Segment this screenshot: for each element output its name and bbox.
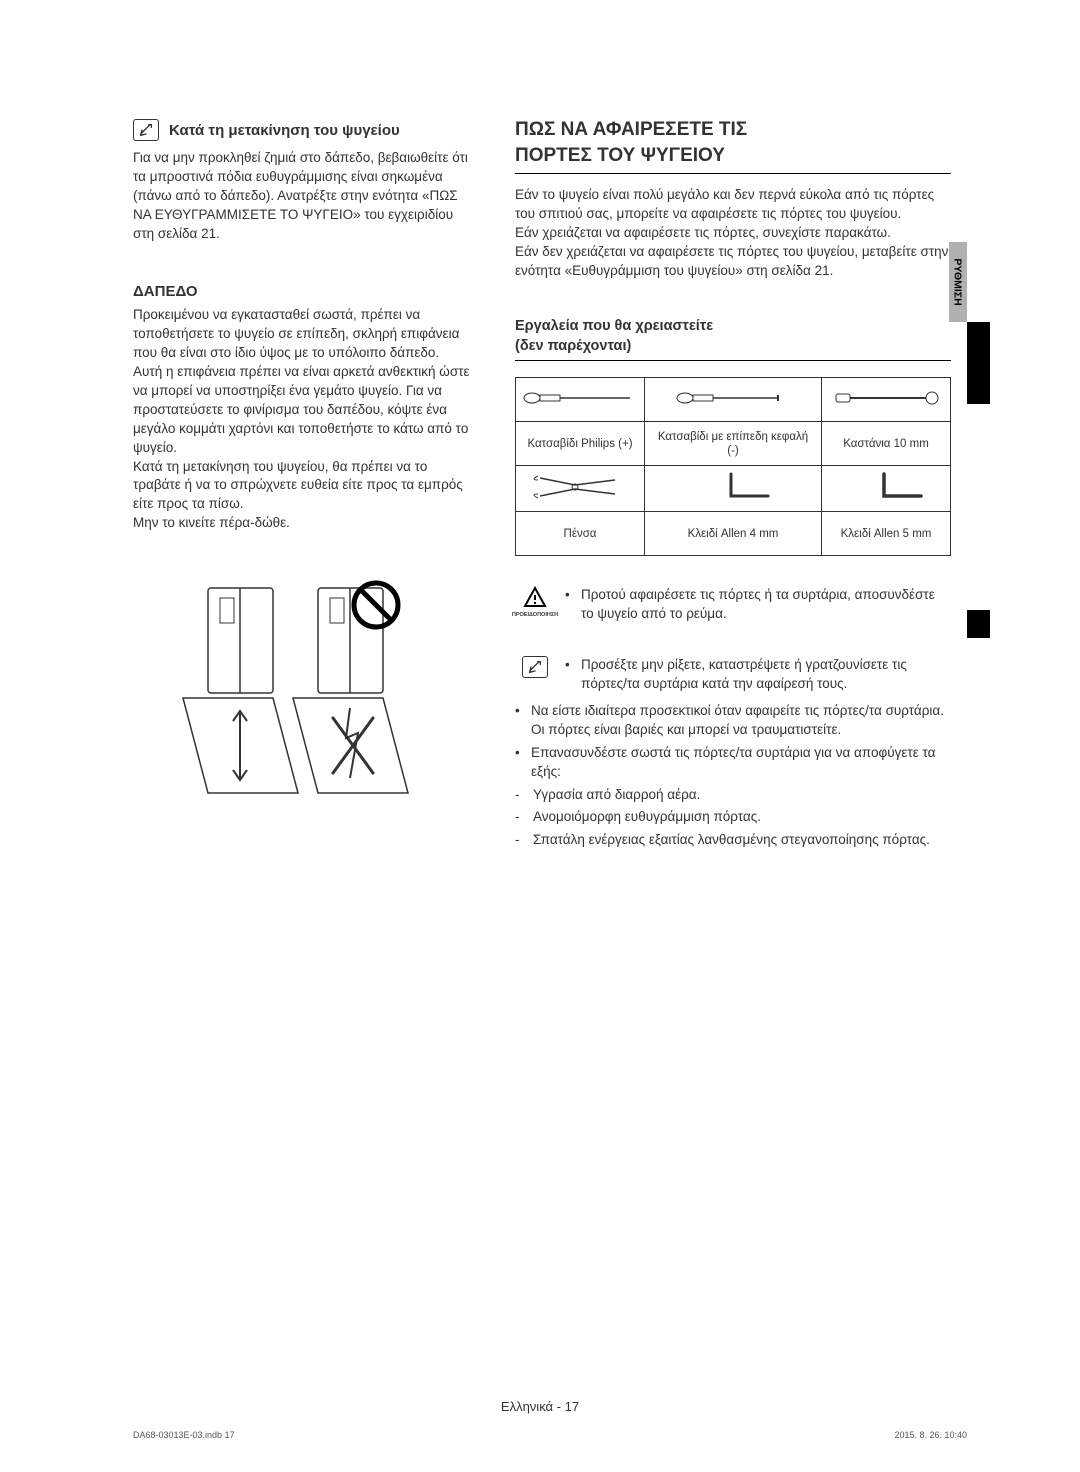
warning-row: ΠΡΟΕΙΔΟΠΟΙΗΣΗ Προτού αφαιρέσετε τις πόρτ… xyxy=(515,586,951,628)
tool-image-wrench xyxy=(822,378,951,422)
moving-body: Για να μην προκληθεί ζημιά στο δάπεδο, β… xyxy=(133,149,473,243)
footer-meta-right: 2015. 8. 26. 10:40 xyxy=(894,1430,967,1440)
additional-bullets: Να είστε ιδιαίτερα προσεκτικοί όταν αφαι… xyxy=(515,702,951,782)
moving-heading-row: Κατά τη μετακίνηση του ψυγείου xyxy=(133,119,473,141)
warning-bullet: Προτού αφαιρέσετε τις πόρτες ή τα συρτάρ… xyxy=(565,586,951,624)
side-tab: ΡΥΘΜΙΣΗ xyxy=(949,242,967,322)
tools-heading-line2: (δεν παρέχονται) xyxy=(515,338,951,354)
tool-label-pliers: Πένσα xyxy=(516,512,645,556)
tool-label-flathead: Κατσαβίδι με επίπεδη κεφαλή (-) xyxy=(645,422,822,466)
dash-list: Υγρασία από διαρροή αέρα. Ανομοιόμορφη ε… xyxy=(515,786,951,851)
warning-icon-col: ΠΡΟΕΙΔΟΠΟΙΗΣΗ xyxy=(515,586,555,618)
bullet-3: Επανασυνδέστε σωστά τις πόρτες/τα συρτάρ… xyxy=(515,744,951,782)
footer-meta-left: DA68-03013E-03.indb 17 xyxy=(133,1430,235,1440)
side-tab-text: ΡΥΘΜΙΣΗ xyxy=(952,258,964,305)
page-footer: Ελληνικά - 17 xyxy=(0,1399,1080,1414)
footer-meta: DA68-03013E-03.indb 17 2015. 8. 26. 10:4… xyxy=(133,1430,967,1440)
note-icon-2 xyxy=(522,656,548,678)
tool-label-philips: Κατσαβίδι Philips (+) xyxy=(516,422,645,466)
left-column: Κατά τη μετακίνηση του ψυγείου Για να μη… xyxy=(133,119,473,854)
moving-heading: Κατά τη μετακίνηση του ψυγείου xyxy=(169,122,400,139)
tool-label-allen4: Κλειδί Allen 4 mm xyxy=(645,512,822,556)
floor-body: Προκειμένου να εγκατασταθεί σωστά, πρέπε… xyxy=(133,306,473,533)
side-tab-black-2 xyxy=(967,610,990,638)
dash-3: Σπατάλη ενέργειας εξαιτίας λανθασμένης σ… xyxy=(515,831,951,850)
note-bullet-1: Προσέξτε μην ρίξετε, καταστρέψετε ή γρατ… xyxy=(565,656,951,694)
tool-image-allen5 xyxy=(822,466,951,512)
tools-underline xyxy=(515,360,951,361)
dash-2: Ανομοιόμορφη ευθυγράμμιση πόρτας. xyxy=(515,808,951,827)
floor-heading: ΔΑΠΕΔΟ xyxy=(133,283,473,300)
dash-1: Υγρασία από διαρροή αέρα. xyxy=(515,786,951,805)
right-column: ΠΩΣ ΝΑ ΑΦΑΙΡΕΣΕΤΕ ΤΙΣ ΠΟΡΤΕΣ ΤΟΥ ΨΥΓΕΙΟΥ… xyxy=(501,119,951,854)
bullet-2: Να είστε ιδιαίτερα προσεκτικοί όταν αφαι… xyxy=(515,702,951,740)
note-row: Προσέξτε μην ρίξετε, καταστρέψετε ή γρατ… xyxy=(515,656,951,698)
note-icon xyxy=(133,119,159,141)
note-bullet-list: Προσέξτε μην ρίξετε, καταστρέψετε ή γρατ… xyxy=(565,656,951,694)
tool-image-flathead xyxy=(645,378,822,422)
heading-underline xyxy=(515,173,951,174)
warning-bullet-list: Προτού αφαιρέσετε τις πόρτες ή τα συρτάρ… xyxy=(565,586,951,628)
side-tab-black-1 xyxy=(967,322,990,404)
tool-label-allen5: Κλειδί Allen 5 mm xyxy=(822,512,951,556)
tool-image-pliers xyxy=(516,466,645,512)
tool-image-philips xyxy=(516,378,645,422)
remove-heading-line1: ΠΩΣ ΝΑ ΑΦΑΙΡΕΣΕΤΕ ΤΙΣ xyxy=(515,119,951,141)
tools-heading-line1: Εργαλεία που θα χρειαστείτε xyxy=(515,318,951,334)
remove-heading-line2: ΠΟΡΤΕΣ ΤΟΥ ΨΥΓΕΙΟΥ xyxy=(515,145,951,167)
tool-label-wrench: Καστάνια 10 mm xyxy=(822,422,951,466)
warning-triangle-icon xyxy=(523,586,547,610)
remove-body: Εάν το ψυγείο είναι πολύ μεγάλο και δεν … xyxy=(515,186,951,280)
tool-image-allen4 xyxy=(645,466,822,512)
fridge-moving-illustration xyxy=(178,563,428,813)
tools-table: Κατσαβίδι Philips (+) Κατσαβίδι με επίπε… xyxy=(515,377,951,556)
warning-label: ΠΡΟΕΙΔΟΠΟΙΗΣΗ xyxy=(512,612,558,618)
